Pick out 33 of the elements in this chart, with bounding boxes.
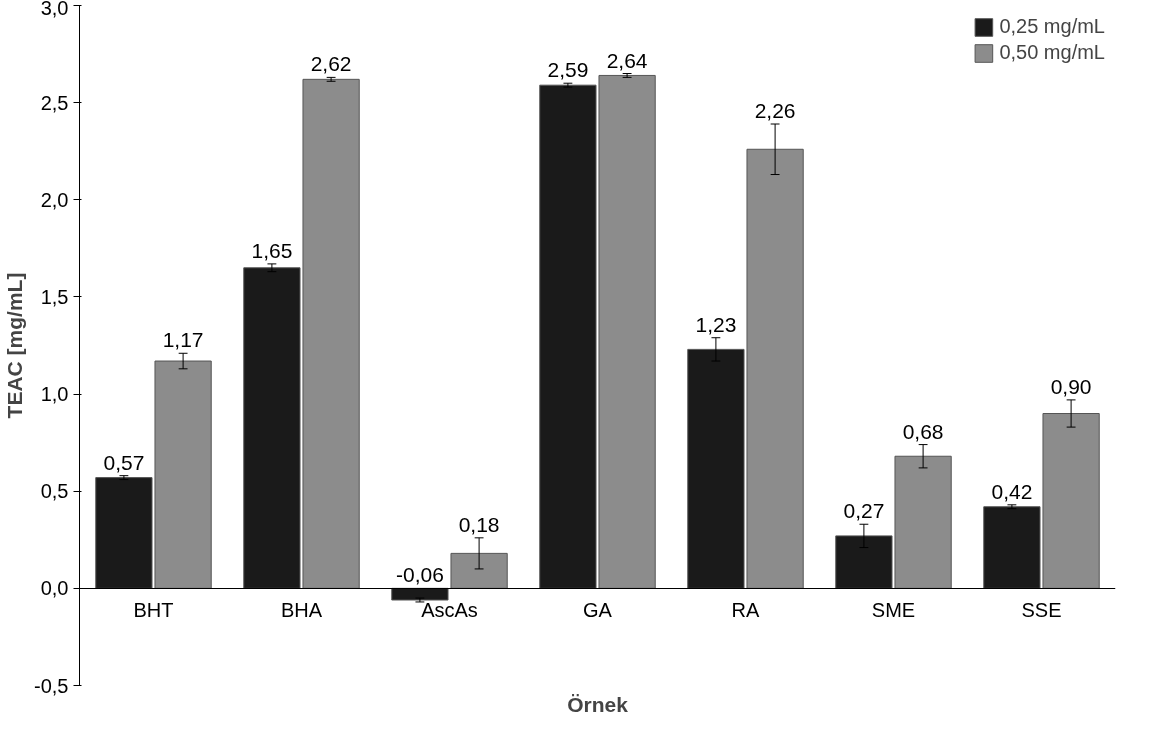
legend-label: 0,50 mg/mL: [999, 41, 1105, 64]
y-tick-label: 0,5: [40, 480, 69, 503]
y-axis-title: TEAC [mg/mL]: [3, 272, 27, 419]
data-label: 2,59: [547, 58, 589, 82]
y-tick-label: -0,5: [34, 674, 69, 697]
data-label: 0,42: [991, 479, 1033, 503]
data-label: 2,64: [606, 48, 648, 72]
data-label: 2,26: [754, 99, 796, 123]
x-tick-label: RA: [731, 599, 761, 622]
y-tick-label: 2,0: [40, 188, 69, 211]
y-tick-label: 2,5: [40, 91, 69, 114]
data-label: 0,68: [902, 419, 944, 443]
y-tick-label: 1,0: [40, 383, 69, 406]
x-tick-label: BHT: [133, 599, 174, 622]
data-label: 1,23: [695, 312, 737, 336]
x-tick-label: AscAs: [421, 599, 478, 622]
legend-label: 0,25 mg/mL: [999, 15, 1105, 38]
x-tick-label: SME: [871, 599, 916, 622]
data-label: 0,18: [458, 512, 500, 536]
data-label: 0,27: [843, 499, 885, 523]
data-label: -0,06: [395, 563, 444, 587]
x-tick-label: GA: [583, 599, 613, 622]
x-tick-label: SSE: [1021, 599, 1062, 622]
data-label: 1,17: [162, 328, 204, 352]
y-tick-label: 1,5: [40, 285, 69, 308]
x-tick-label: BHA: [280, 599, 323, 622]
data-label: 1,65: [251, 238, 293, 262]
data-label: 2,62: [310, 52, 352, 76]
y-tick-label: 0,0: [40, 577, 69, 600]
x-axis-title: Örnek: [567, 692, 629, 716]
y-tick-label: 3,0: [40, 0, 69, 19]
data-label: 0,90: [1050, 374, 1092, 398]
data-label: 0,57: [103, 450, 145, 474]
